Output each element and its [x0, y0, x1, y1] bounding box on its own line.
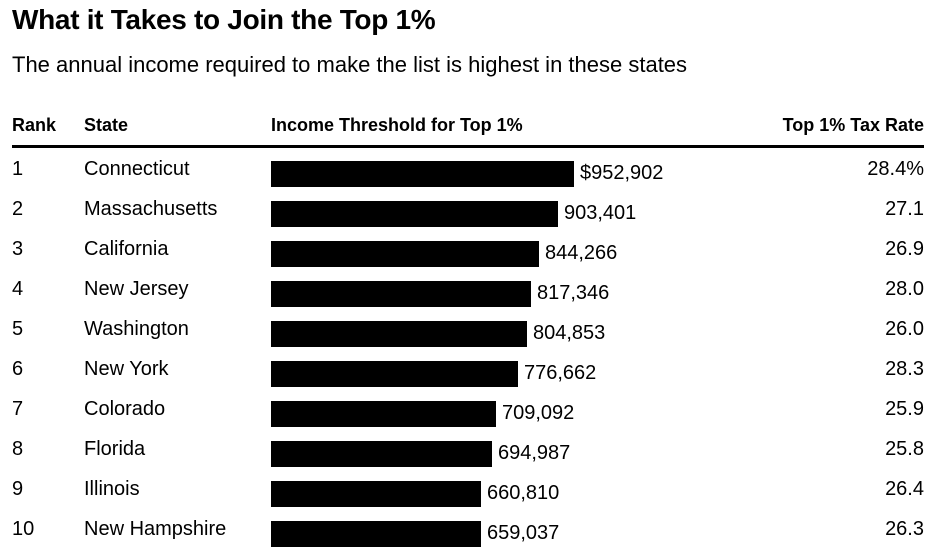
threshold-bar: [271, 321, 527, 347]
tax-rate-cell: 28.4%: [867, 158, 924, 180]
threshold-bar: [271, 241, 539, 267]
threshold-value-label: 694,987: [498, 442, 571, 464]
table-row: 9 Illinois 660,810 26.4: [0, 470, 931, 510]
threshold-value-label: 817,346: [537, 282, 610, 304]
tax-rate-cell: 26.4: [885, 478, 924, 500]
tax-rate-cell: 28.3: [885, 358, 924, 380]
threshold-value-label: 804,853: [533, 322, 606, 344]
threshold-value-label: 776,662: [524, 362, 597, 384]
tax-rate-cell: 27.1: [885, 198, 924, 220]
table-row: 6 New York 776,662 28.3: [0, 350, 931, 390]
rank-cell: 7: [12, 398, 24, 420]
column-header-tax-rate: Top 1% Tax Rate: [782, 115, 924, 135]
rank-cell: 6: [12, 358, 24, 380]
table-row: 7 Colorado 709,092 25.9: [0, 390, 931, 430]
tax-rate-cell: 25.8: [885, 438, 924, 460]
threshold-value-label: 660,810: [487, 482, 560, 504]
rank-cell: 8: [12, 438, 24, 460]
threshold-value-label: 844,266: [545, 242, 618, 264]
threshold-bar: [271, 201, 558, 227]
chart-title: What it Takes to Join the Top 1%: [12, 4, 436, 35]
table-row: 2 Massachusetts 903,401 27.1: [0, 190, 931, 230]
column-header-state: State: [84, 115, 129, 135]
state-cell: Florida: [84, 438, 146, 460]
threshold-bar: [271, 521, 481, 547]
column-header-threshold: Income Threshold for Top 1%: [271, 115, 523, 135]
tax-rate-cell: 26.3: [885, 518, 924, 540]
threshold-bar: [271, 441, 492, 467]
tax-rate-cell: 26.9: [885, 238, 924, 260]
chart-subtitle: The annual income required to make the l…: [12, 52, 688, 77]
threshold-value-label: 709,092: [502, 402, 575, 424]
threshold-bar: [271, 401, 496, 427]
table-row: 5 Washington 804,853 26.0: [0, 310, 931, 350]
state-cell: New York: [84, 358, 169, 380]
threshold-value-label: 903,401: [564, 202, 637, 224]
rank-cell: 4: [12, 278, 24, 300]
state-cell: New Hampshire: [84, 518, 227, 540]
threshold-bar: [271, 361, 518, 387]
table-row: 10 New Hampshire 659,037 26.3: [0, 510, 931, 550]
state-cell: New Jersey: [84, 278, 189, 300]
rank-cell: 2: [12, 198, 24, 220]
threshold-value-label: 659,037: [487, 522, 560, 544]
threshold-bar: [271, 481, 481, 507]
tax-rate-cell: 26.0: [885, 318, 924, 340]
tax-rate-cell: 25.9: [885, 398, 924, 420]
state-cell: Colorado: [84, 398, 166, 420]
column-header-rank: Rank: [12, 115, 57, 135]
rank-cell: 3: [12, 238, 24, 260]
table-row: 8 Florida 694,987 25.8: [0, 430, 931, 470]
threshold-value-label: $952,902: [580, 162, 664, 184]
rank-cell: 5: [12, 318, 24, 340]
state-cell: Connecticut: [84, 158, 190, 180]
state-cell: Massachusetts: [84, 198, 218, 220]
table-row: 3 California 844,266 26.9: [0, 230, 931, 270]
state-cell: California: [84, 238, 169, 260]
tax-rate-cell: 28.0: [885, 278, 924, 300]
state-cell: Washington: [84, 318, 189, 340]
threshold-bar: [271, 161, 574, 187]
header-rule: [12, 145, 924, 148]
rank-cell: 1: [12, 158, 24, 180]
rank-cell: 10: [12, 518, 35, 540]
rank-cell: 9: [12, 478, 24, 500]
state-cell: Illinois: [84, 478, 140, 500]
table-row: 4 New Jersey 817,346 28.0: [0, 270, 931, 310]
threshold-bar: [271, 281, 531, 307]
table-row: 1 Connecticut $952,902 28.4%: [0, 150, 931, 190]
